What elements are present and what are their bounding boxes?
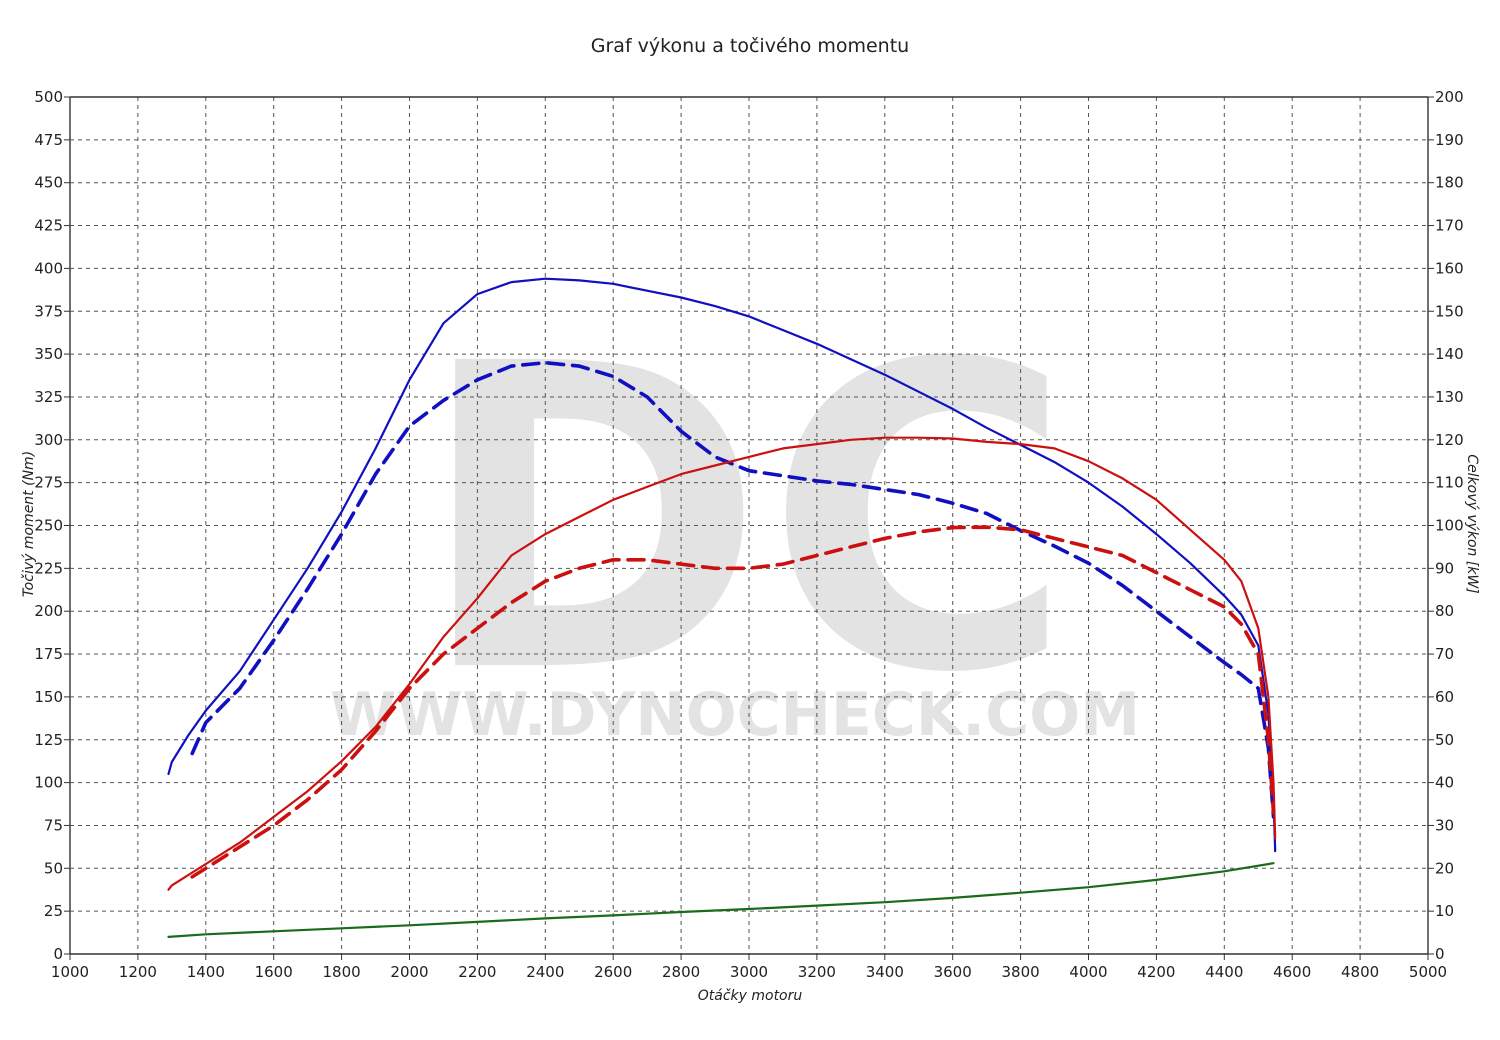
y-left-tick-label: 350	[34, 345, 63, 363]
x-tick-label: 3200	[798, 963, 836, 981]
y-left-tick-label: 400	[34, 259, 63, 277]
y-left-tick-label: 25	[44, 902, 63, 920]
x-tick-label: 4000	[1069, 963, 1107, 981]
y-right-tick-label: 170	[1435, 217, 1464, 235]
x-tick-label: 3800	[1002, 963, 1040, 981]
y-right-tick-label: 150	[1435, 302, 1464, 320]
y-right-tick-label: 110	[1435, 474, 1464, 492]
y-right-tick-label: 30	[1435, 816, 1454, 834]
y-left-tick-label: 425	[34, 217, 63, 235]
y-left-tick-label: 200	[34, 602, 63, 620]
torque-curve-solid	[167, 277, 1277, 853]
y-right-tick-label: 140	[1435, 345, 1464, 363]
watermark-logo: DC	[417, 276, 1074, 765]
y-axis-left-label: Točivý moment (Nm)	[21, 451, 37, 597]
x-tick-label: 1400	[187, 963, 225, 981]
y-right-tick-label: 180	[1435, 174, 1464, 192]
y-left-tick-label: 175	[34, 645, 63, 663]
y-right-tick-label: 80	[1435, 602, 1454, 620]
y-left-tick-label: 0	[53, 945, 63, 963]
x-tick-label: 5000	[1409, 963, 1447, 981]
y-left-tick-label: 50	[44, 859, 63, 877]
y-right-tick-label: 60	[1435, 688, 1454, 706]
y-left-tick-label: 125	[34, 731, 63, 749]
y-left-tick-label: 450	[34, 174, 63, 192]
y-right-tick-label: 90	[1435, 559, 1454, 577]
x-tick-label: 3400	[866, 963, 904, 981]
x-tick-label: 4600	[1273, 963, 1311, 981]
watermark-text: WWW.DYNOCHECK.COM	[330, 680, 1140, 750]
x-axis-label: Otáčky motoru	[698, 988, 803, 1004]
power-curve-solid	[167, 436, 1277, 891]
x-tick-label: 3000	[730, 963, 768, 981]
watermark: DC WWW.DYNOCHECK.COM	[330, 276, 1140, 765]
y-axis-right-label: Celkový výkon [kW]	[1464, 454, 1480, 593]
x-tick-label: 2000	[390, 963, 428, 981]
power-curve-dashed	[190, 525, 1276, 879]
y-left-tick-label: 75	[44, 816, 63, 834]
x-tick-label: 1000	[51, 963, 89, 981]
x-tick-label: 1800	[323, 963, 361, 981]
y-right-tick-label: 200	[1435, 88, 1464, 106]
x-tick-label: 1200	[119, 963, 157, 981]
x-tick-label: 1600	[255, 963, 293, 981]
y-right-tick-label: 20	[1435, 859, 1454, 877]
y-left-tick-label: 500	[34, 88, 63, 106]
x-tick-label: 3600	[934, 963, 972, 981]
y-right-tick-label: 120	[1435, 431, 1464, 449]
y-right-tick-label: 100	[1435, 517, 1464, 535]
y-right-tick-label: 40	[1435, 774, 1454, 792]
y-right-tick-label: 10	[1435, 902, 1454, 920]
x-tick-label: 4400	[1205, 963, 1243, 981]
chart-title: Graf výkonu a točivého momentu	[591, 35, 909, 57]
y-right-tick-label: 50	[1435, 731, 1454, 749]
torque-curve-dashed	[190, 360, 1276, 819]
y-left-tick-label: 475	[34, 131, 63, 149]
y-left-tick-label: 375	[34, 302, 63, 320]
y-right-tick-label: 130	[1435, 388, 1464, 406]
chart-grid	[69, 96, 1429, 955]
x-tick-label: 2200	[458, 963, 496, 981]
y-left-tick-label: 225	[34, 559, 63, 577]
y-right-tick-label: 190	[1435, 131, 1464, 149]
y-left-tick-label: 100	[34, 774, 63, 792]
y-right-tick-label: 0	[1435, 945, 1445, 963]
x-tick-label: 4200	[1137, 963, 1175, 981]
loss-curve-solid	[167, 862, 1275, 938]
y-left-tick-label: 275	[34, 474, 63, 492]
y-left-tick-label: 250	[34, 517, 63, 535]
x-tick-label: 2800	[662, 963, 700, 981]
x-tick-label: 2400	[526, 963, 564, 981]
y-left-tick-label: 300	[34, 431, 63, 449]
chart-curves	[167, 277, 1277, 938]
y-right-tick-label: 160	[1435, 259, 1464, 277]
y-left-tick-label: 325	[34, 388, 63, 406]
axis-ticks: 1000 1200 1400 1600 1800 2000 2200 2400 2600 2800…	[34, 88, 1463, 981]
x-tick-label: 4800	[1341, 963, 1379, 981]
y-left-tick-label: 150	[34, 688, 63, 706]
y-right-tick-label: 70	[1435, 645, 1454, 663]
x-tick-label: 2600	[594, 963, 632, 981]
